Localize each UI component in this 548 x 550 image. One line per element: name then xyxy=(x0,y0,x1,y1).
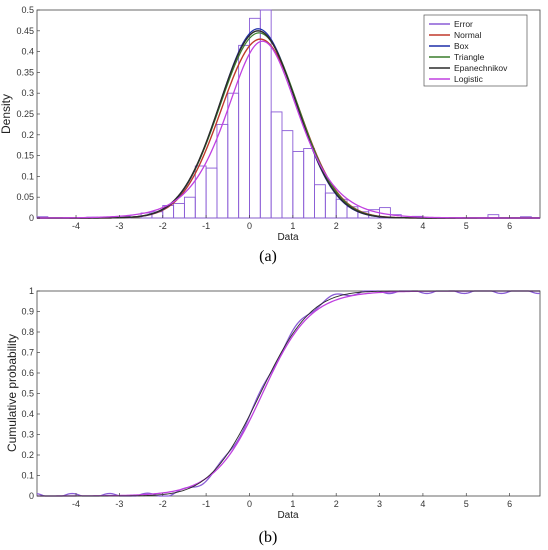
cdf-y-tick-label: 0.7 xyxy=(21,348,34,358)
cdf-x-tick-label: -4 xyxy=(72,499,80,509)
cdf-y-tick-label: 0.8 xyxy=(21,327,34,337)
cdf-x-tick-label: 2 xyxy=(334,499,339,509)
density-y-tick-label: 0.3 xyxy=(21,88,34,98)
cdf-y-tick-label: 0.2 xyxy=(21,450,34,460)
cdf-y-tick-label: 0.1 xyxy=(21,471,34,481)
density-y-tick-label: 0 xyxy=(29,213,34,223)
density-x-tick-label: 2 xyxy=(334,221,339,231)
cdf-y-tick-label: 0.9 xyxy=(21,307,34,317)
cdf-x-axis-label: Data xyxy=(277,510,299,521)
cdf-y-tick-label: 0.4 xyxy=(21,409,34,419)
density-x-tick-label: 3 xyxy=(377,221,382,231)
cdf-x-tick-label: -1 xyxy=(202,499,210,509)
cdf-curves xyxy=(36,290,541,497)
density-y-tick-label: 0.25 xyxy=(16,109,34,119)
cdf-y-tick-label: 0.6 xyxy=(21,368,34,378)
density-x-tick-label: 0 xyxy=(247,221,252,231)
legend-label-box: Box xyxy=(454,41,469,51)
density-y-ticks: 0 0.05 0.1 0.15 0.2 0.25 0.3 0.35 0.4 0.45 0.5 xyxy=(16,5,40,223)
histogram-bar xyxy=(303,148,315,219)
cdf-x-tick-label: 6 xyxy=(507,499,512,509)
legend-label-logistic: Logistic xyxy=(454,74,484,84)
cdf-x-tick-label: 1 xyxy=(290,499,295,509)
cdf-x-tick-label: 4 xyxy=(420,499,425,509)
cdf-y-tick-label: 0.3 xyxy=(21,430,34,440)
legend-label-error: Error xyxy=(454,19,473,29)
legend-label-triangle: Triangle xyxy=(454,52,485,62)
panel-label-a: (a) xyxy=(259,248,277,265)
cdf-plot-frame xyxy=(36,290,541,497)
cdf-x-tick-label: 5 xyxy=(464,499,469,509)
cdf-x-tick-label: 0 xyxy=(247,499,252,509)
cdf-x-tick-label: -3 xyxy=(115,499,123,509)
density-y-tick-label: 0.05 xyxy=(16,192,34,202)
panel-label-b: (b) xyxy=(259,529,278,546)
density-chart-panel: -4 -3 -2 -1 0 1 2 3 4 5 6 0 0.05 0.1 0.15 0.2 0.25 0.3 0.… xyxy=(0,5,541,265)
cdf-y-tick-label: 0 xyxy=(29,491,34,501)
cdf-curve-normal xyxy=(37,290,540,497)
density-x-tick-label: 5 xyxy=(464,221,469,231)
cdf-chart-panel: -4 -3 -2 -1 0 1 2 3 4 5 6 0 0.1 0.2 0.3 0.4 0.5 0.6 0.7 0.… xyxy=(5,286,541,546)
density-x-axis-label: Data xyxy=(277,232,299,243)
density-y-tick-label: 0.5 xyxy=(21,5,34,15)
cdf-y-ticks: 0 0.1 0.2 0.3 0.4 0.5 0.6 0.7 0.8 0.9 1 xyxy=(21,286,40,501)
density-y-axis-label: Density xyxy=(0,94,13,134)
cdf-x-tick-label: 3 xyxy=(377,499,382,509)
density-y-tick-label: 0.2 xyxy=(21,130,34,140)
density-curves xyxy=(37,28,540,219)
density-y-tick-label: 0.15 xyxy=(16,151,34,161)
density-x-tick-label: -2 xyxy=(159,221,167,231)
density-x-tick-label: 6 xyxy=(507,221,512,231)
legend-label-normal: Normal xyxy=(454,30,482,40)
legend-label-epanechnikov: Epanechnikov xyxy=(454,63,508,73)
cdf-y-tick-label: 1 xyxy=(29,286,34,296)
density-x-tick-label: 4 xyxy=(420,221,425,231)
density-x-tick-label: -4 xyxy=(72,221,80,231)
density-y-tick-label: 0.1 xyxy=(21,171,34,181)
density-x-tick-label: -1 xyxy=(202,221,210,231)
legend: ErrorNormalBoxTriangleEpanechnikovLogist… xyxy=(423,14,528,87)
legend-box xyxy=(423,14,528,87)
density-x-tick-label: 1 xyxy=(290,221,295,231)
density-y-tick-label: 0.45 xyxy=(16,26,34,36)
density-y-tick-label: 0.35 xyxy=(16,67,34,77)
density-curve-logistic xyxy=(37,40,540,219)
cdf-x-ticks: -4 -3 -2 -1 0 1 2 3 4 5 6 xyxy=(72,493,512,509)
cdf-x-tick-label: -2 xyxy=(159,499,167,509)
density-y-tick-label: 0.4 xyxy=(21,47,34,57)
cdf-y-tick-label: 0.5 xyxy=(21,389,34,399)
density-x-ticks: -4 -3 -2 -1 0 1 2 3 4 5 6 xyxy=(72,215,512,231)
density-x-tick-label: -3 xyxy=(115,221,123,231)
cdf-y-axis-label: Cumulative probability xyxy=(5,334,19,452)
